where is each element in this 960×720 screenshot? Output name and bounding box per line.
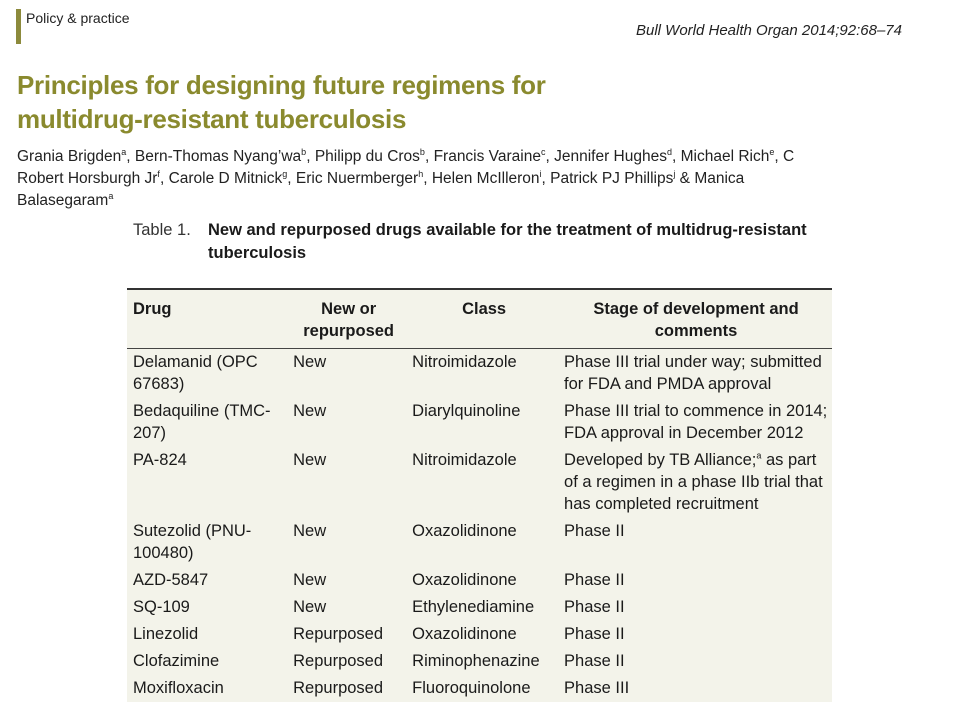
cell-class: Diarylquinoline <box>412 402 521 420</box>
cell-drug: Sutezolid (PNU-100480) <box>133 522 252 562</box>
author-affiliation: j <box>673 168 676 179</box>
cell-new-or-repurposed: Repurposed <box>293 652 384 670</box>
journal-citation: Bull World Health Organ 2014;92:68–74 <box>635 22 902 39</box>
author: Grania Brigdena <box>17 146 127 165</box>
cell-stage: Phase II <box>564 598 625 616</box>
author: Eric Nuermbergerh <box>295 168 424 187</box>
header-stage: Stage of development and comments <box>560 289 832 349</box>
cell-stage: Phase III trial to commence in 2014; FDA… <box>564 402 828 442</box>
author-name: Philipp du Cros <box>314 148 420 165</box>
cell-drug: AZD-5847 <box>133 571 209 589</box>
table-label: Table 1. <box>133 221 191 239</box>
table-caption-text: New and repurposed drugs available for t… <box>208 221 807 262</box>
author: Patrick PJ Phillipsj <box>550 168 676 187</box>
cell-drug: Moxifloxacin <box>133 679 224 697</box>
cell-drug: PA-824 <box>133 451 187 469</box>
cell-new-or-repurposed: New <box>293 451 327 469</box>
author-affiliation: a <box>121 146 127 157</box>
table-row: Sutezolid (PNU-100480) New Oxazolidinone Ph… <box>127 518 832 567</box>
author-affiliation: i <box>539 168 542 179</box>
table-caption: Table 1. New and repurposed drugs availa… <box>133 219 833 265</box>
paper-title: Principles for designing future regimens… <box>17 70 546 134</box>
cell-new-or-repurposed: Repurposed <box>293 625 384 643</box>
section-bar <box>16 9 21 44</box>
cell-class: Ethylenediamine <box>412 598 535 616</box>
author-name: C Robert Horsburgh Jr <box>17 148 795 187</box>
cell-stage: Phase II <box>564 571 625 589</box>
author-affiliation: b <box>301 146 307 157</box>
cell-stage: Phase II <box>564 625 625 643</box>
table-row: Delamanid (OPC 67683) New Nitroimidazole Ph… <box>127 349 832 399</box>
author-affiliation: g <box>282 168 288 179</box>
author-name: Francis Varaine <box>433 148 541 165</box>
author: Helen McIlleroni <box>431 168 542 187</box>
author-affiliation: h <box>418 168 424 179</box>
author-affiliation: c <box>540 146 546 157</box>
drug-table: Drug New or repurposed Class Stage of de… <box>127 288 832 702</box>
table-row: PA-824 New Nitroimidazole Developed by TB A… <box>127 447 832 518</box>
header-class: Class <box>408 289 561 349</box>
cell-new-or-repurposed: New <box>293 522 327 540</box>
author-list: Grania Brigdena, Bern-Thomas Nyang’wab, … <box>17 146 795 209</box>
table-row: Bedaquiline (TMC-207) New Diarylquinoline P… <box>127 398 832 447</box>
author-name: Grania Brigden <box>17 148 122 165</box>
cell-class: Oxazolidinone <box>412 571 517 589</box>
author-affiliation: e <box>769 146 775 157</box>
author: Jennifer Hughesd <box>554 146 672 165</box>
table-row: AZD-5847 New Oxazolidinone Phase II <box>127 567 832 594</box>
author: Francis Varainec <box>433 146 546 165</box>
author-name: Carole D Mitnick <box>168 170 283 187</box>
table-row: Clofazimine Repurposed Riminophenazine Phas… <box>127 648 832 675</box>
author: Bern-Thomas Nyang’wab <box>134 146 307 165</box>
cell-new-or-repurposed: New <box>293 353 327 371</box>
cell-stage: Phase II <box>564 522 625 540</box>
header-new-or-repurposed: New or repurposed <box>289 289 409 349</box>
cell-new-or-repurposed: Repurposed <box>293 679 384 697</box>
cell-new-or-repurposed: New <box>293 402 327 420</box>
cell-new-or-repurposed: New <box>293 598 327 616</box>
cell-drug: Bedaquiline (TMC-207) <box>133 402 271 442</box>
footnote-marker: a <box>756 450 762 461</box>
author-name: Jennifer Hughes <box>554 148 667 165</box>
cell-stage: Phase II <box>564 652 625 670</box>
section-label: Policy & practice <box>26 10 130 26</box>
cell-drug: Linezolid <box>133 625 199 643</box>
author: C Robert Horsburgh Jrf <box>17 148 794 187</box>
cell-drug: Delamanid (OPC 67683) <box>133 353 258 393</box>
table-row: Moxifloxacin Repurposed Fluoroquinolone Pha… <box>127 675 832 702</box>
cell-new-or-repurposed: New <box>293 571 327 589</box>
cell-class: Nitroimidazole <box>412 353 517 371</box>
author-affiliation: a <box>108 190 114 201</box>
cell-class: Oxazolidinone <box>412 522 517 540</box>
author-name: Michael Rich <box>680 148 770 165</box>
cell-drug: SQ-109 <box>133 598 190 616</box>
author: Philipp du Crosb <box>314 146 425 165</box>
cell-class: Fluoroquinolone <box>412 679 531 697</box>
table-row: Linezolid Repurposed Oxazolidinone Phase II <box>127 621 832 648</box>
table-header-row: Drug New or repurposed Class Stage of de… <box>127 289 832 349</box>
author-name: Patrick PJ Phillips <box>550 170 674 187</box>
author-name: Manica Balasegaram <box>17 170 745 209</box>
author-name: Eric Nuermberger <box>295 170 419 187</box>
cell-drug: Clofazimine <box>133 652 220 670</box>
author-affiliation: d <box>666 146 672 157</box>
author-name: Helen McIlleron <box>431 170 540 187</box>
cell-class: Nitroimidazole <box>412 451 517 469</box>
cell-stage: Developed by TB Alliance;a as part of a … <box>564 450 823 513</box>
author-affiliation: b <box>419 146 425 157</box>
table-row: SQ-109 New Ethylenediamine Phase II <box>127 594 832 621</box>
author: Carole D Mitnickg <box>168 168 288 187</box>
author-affiliation: f <box>157 168 160 179</box>
cell-stage: Phase III trial under way; submitted for… <box>564 353 822 393</box>
cell-class: Oxazolidinone <box>412 625 517 643</box>
author: Michael Riche <box>680 146 775 165</box>
cell-stage: Phase III <box>564 679 630 697</box>
header-drug: Drug <box>127 289 290 349</box>
author: Manica Balasegarama <box>17 170 744 209</box>
author-name: Bern-Thomas Nyang’wa <box>134 148 302 165</box>
cell-class: Riminophenazine <box>412 652 540 670</box>
